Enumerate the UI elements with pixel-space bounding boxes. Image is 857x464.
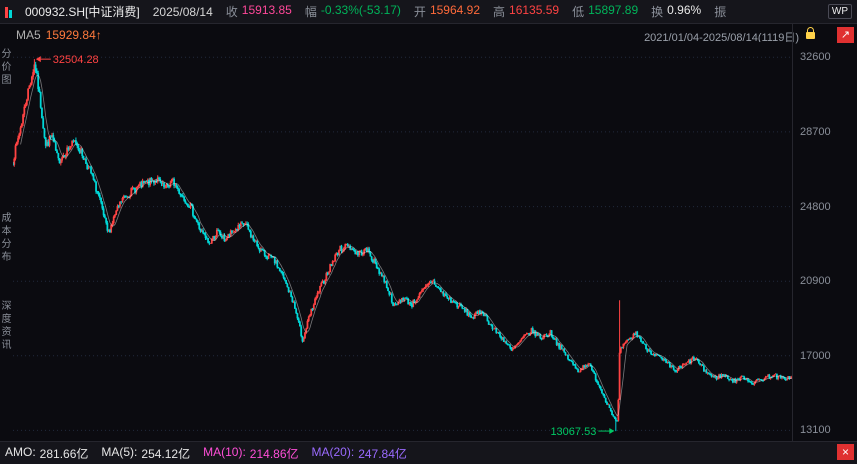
sidebar-tab-0[interactable]: 分价图	[0, 48, 13, 87]
y-axis-label: 32600	[800, 51, 831, 63]
quote-field-value: 15913.85	[241, 3, 292, 17]
sidebar-tab-char: 价	[1, 62, 12, 73]
sidebar-tab-char: 成	[1, 213, 12, 224]
quote-field-high: 高 16135.59	[493, 3, 559, 20]
quote-field-amplitude: 振	[714, 3, 730, 20]
quote-date: 2025/08/14	[152, 4, 213, 19]
indicator-label: MA(5):	[101, 444, 138, 459]
y-axis-label: 20900	[800, 275, 831, 287]
sidebar-tab-char: 图	[1, 75, 12, 86]
sidebar-tab-char: 资	[1, 327, 12, 338]
quote-field-low: 低 15897.89	[572, 3, 638, 20]
y-axis: 32600 28700 24800 20900 17000 13100	[793, 42, 855, 440]
quote-field-label: 低	[572, 5, 585, 19]
sidebar-tab-char: 分	[1, 239, 12, 250]
quote-field-value: 16135.59	[509, 3, 560, 17]
volume-indicator-amo: AMO: 281.66亿	[5, 445, 88, 462]
quote-field-value: 15964.92	[429, 3, 480, 17]
indicator-value: 281.66亿	[39, 446, 89, 461]
expand-icon: ↗	[840, 29, 851, 41]
quote-field-label: 开	[413, 5, 426, 19]
quote-field-label: 高	[493, 5, 506, 19]
quote-field-change: 幅 -0.33%(-53.17)	[305, 3, 401, 20]
quote-field-label: 幅	[304, 5, 317, 19]
indicator-row: MA5 15929.84↑	[16, 28, 102, 42]
volume-indicator-ma5: MA(5): 254.12亿	[101, 445, 190, 462]
volume-indicator-ma20: MA(20): 247.84亿	[312, 445, 407, 462]
sidebar-tab-char: 布	[1, 252, 12, 263]
y-axis-label: 13100	[800, 424, 831, 436]
indicator-label: MA(10):	[203, 444, 246, 459]
indicator-value: 254.12亿	[141, 446, 191, 461]
date-range-label: 2021/01/04-2025/08/14(1119日)	[644, 32, 799, 44]
quote-fields: 收 15913.85 幅 -0.33%(-53.17) 开 15964.92 高 16135.…	[226, 3, 730, 20]
indicator-label: MA(20):	[311, 444, 355, 459]
app-icon	[5, 6, 12, 18]
expand-button[interactable]: ↗	[837, 27, 854, 43]
header-bar: 000932.SH[中证消费] 2025/08/14 收 15913.85 幅 -0.…	[0, 0, 857, 24]
quote-field-open: 开 15964.92	[414, 3, 480, 20]
volume-indicators: AMO: 281.66亿 MA(5): 254.12亿 MA(10): 214.86亿 MA…	[5, 445, 407, 462]
ma5-value: 15929.84↑	[45, 28, 102, 42]
ma5-label: MA5	[16, 28, 41, 42]
sidebar-tab-char: 分	[1, 49, 12, 60]
quote-field-value: 0.96%	[667, 3, 702, 17]
sidebar-tab-char: 深	[1, 301, 12, 312]
sidebar-tab-2[interactable]: 深度资讯	[0, 300, 13, 352]
trough-annotation: 13067.53	[550, 426, 596, 438]
y-axis-label: 28700	[800, 126, 831, 138]
symbol-name: 000932.SH[中证消费]	[25, 5, 140, 19]
axis-divider	[792, 24, 793, 441]
peak-annotation: 32504.28	[53, 54, 99, 66]
quote-field-value: -0.33%(-53.17)	[320, 3, 401, 17]
indicator-label: AMO:	[5, 444, 36, 459]
left-sidebar: 分价图成本分布深度资讯	[0, 24, 13, 440]
sidebar-tab-char: 本	[1, 226, 12, 237]
quote-field-value: 15897.89	[588, 3, 639, 17]
candlestick-chart[interactable]: 32504.28 13067.53	[13, 42, 792, 440]
lock-icon[interactable]	[806, 27, 815, 39]
volume-indicator-ma10: MA(10): 214.86亿	[203, 445, 298, 462]
quote-field-close: 收 15913.85	[226, 3, 292, 20]
wp-badge-button[interactable]: WP	[827, 4, 852, 19]
indicator-value: 247.84亿	[358, 446, 407, 461]
quote-field-label: 振	[714, 5, 727, 19]
sidebar-tab-1[interactable]: 成本分布	[0, 212, 13, 264]
quote-field-turnover: 换 0.96%	[651, 3, 701, 20]
close-button[interactable]: ×	[837, 444, 854, 460]
quote-field-label: 收	[225, 5, 238, 19]
sidebar-tab-char: 讯	[1, 340, 12, 351]
y-axis-label: 17000	[800, 350, 831, 362]
footer-bar: AMO: 281.66亿 MA(5): 254.12亿 MA(10): 214.86亿 MA…	[0, 441, 857, 464]
quote-field-label: 换	[651, 5, 664, 19]
y-axis-label: 24800	[800, 201, 831, 213]
indicator-value: 214.86亿	[249, 446, 299, 461]
sidebar-tab-char: 度	[1, 314, 12, 325]
